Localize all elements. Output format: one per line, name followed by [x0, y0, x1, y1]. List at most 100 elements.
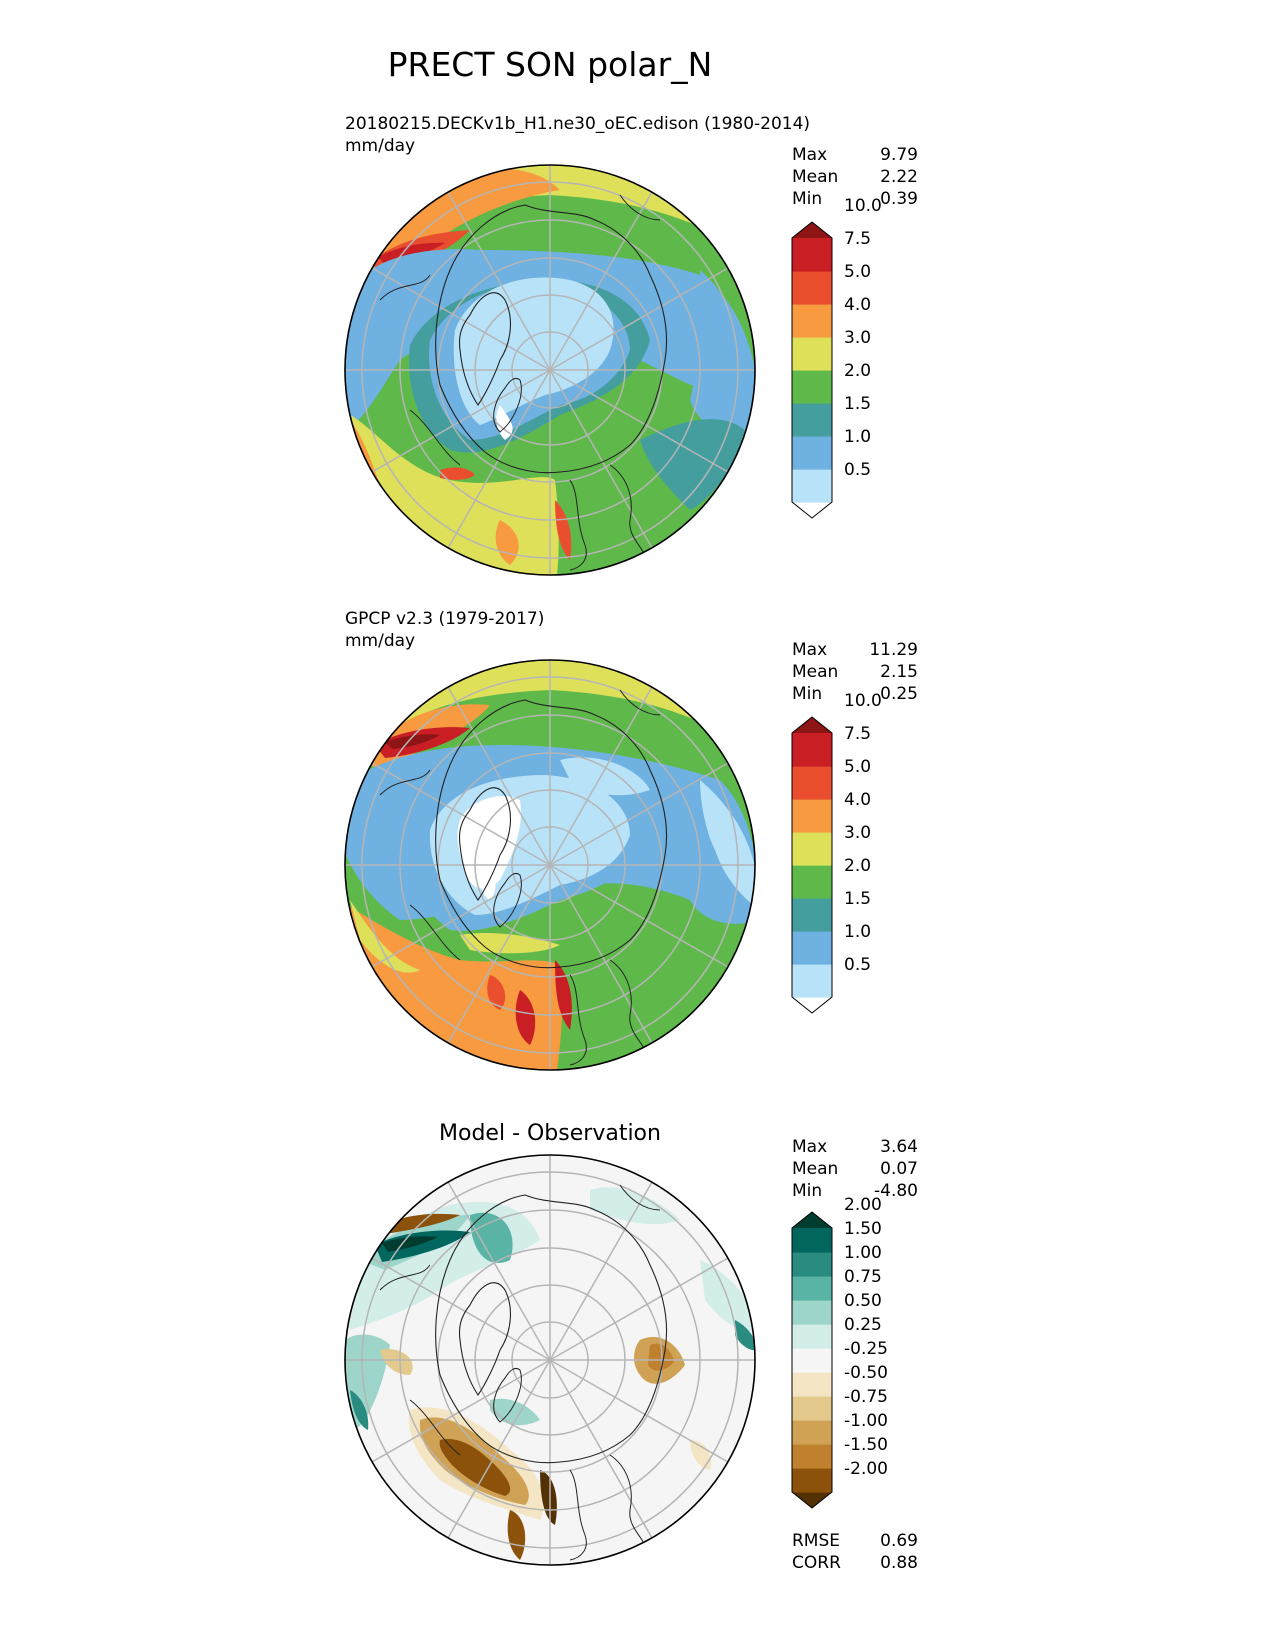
colorbar-tick-label: 5.0: [844, 262, 871, 282]
colorbar-swatch: [792, 1324, 832, 1349]
colorbar-swatch: [792, 733, 832, 767]
colorbar-tick-label: 1.00: [844, 1243, 882, 1263]
colorbar-swatch: [792, 469, 832, 503]
colorbar-tick-label: 0.5: [844, 955, 871, 975]
stat-label: Min: [792, 189, 822, 209]
colorbar-swatch: [792, 1396, 832, 1421]
colorbar-outline: [791, 1211, 833, 1509]
colorbar-swatch: [792, 1212, 832, 1228]
stat-label: Mean: [792, 662, 838, 682]
map-reference-boundary: [344, 659, 756, 1071]
colorbar-outline: [791, 221, 833, 519]
colorbar-swatch: [792, 502, 832, 518]
colorbar-tick-label: 0.25: [844, 1315, 882, 1335]
colorbar-swatch: [792, 403, 832, 437]
colorbar-tick-label: 4.0: [844, 790, 871, 810]
colorbar-swatch: [792, 832, 832, 866]
colorbar-swatch: [792, 1228, 832, 1253]
colorbar-swatch: [792, 964, 832, 998]
colorbar-test: 0.5 1.0 1.5 2.0 3.0 4.0 5.0 7.5 10.0: [791, 196, 882, 519]
panel-diff-title: Model - Observation: [439, 1121, 661, 1146]
colorbar-tick-label: -0.25: [844, 1339, 888, 1359]
stat-value: 2.22: [880, 167, 918, 187]
colorbar-tick-label: -0.75: [844, 1387, 888, 1407]
colorbar-swatch: [792, 222, 832, 238]
stat-label: Min: [792, 1181, 822, 1201]
stat-label: Mean: [792, 167, 838, 187]
colorbar-tick-label: 0.50: [844, 1291, 882, 1311]
colorbar-swatch: [792, 717, 832, 733]
stat-value: 2.15: [880, 662, 918, 682]
colorbar-tick-label: 2.0: [844, 361, 871, 381]
colorbar-tick-label: 10.0: [844, 691, 882, 711]
colorbar-swatch: [792, 1492, 832, 1508]
map-test-boundary: [344, 164, 756, 576]
colorbar-tick-label: 1.5: [844, 394, 871, 414]
colorbar-swatch: [792, 1420, 832, 1445]
stat-value: 0.69: [880, 1531, 918, 1551]
colorbar-tick-label: 4.0: [844, 295, 871, 315]
colorbar-tick-label: -0.50: [844, 1363, 888, 1383]
panel-reference-title: GPCP v2.3 (1979-2017): [345, 609, 544, 629]
colorbar-tick-label: 7.5: [844, 724, 871, 744]
colorbar-tick-label: -1.50: [844, 1435, 888, 1455]
map-test: [345, 165, 755, 575]
stat-value: 0.88: [880, 1553, 918, 1573]
panel-diff: Model - Observation: [344, 1121, 918, 1573]
map-diff: [345, 1155, 755, 1565]
stat-value: 9.79: [880, 145, 918, 165]
colorbar-swatch: [792, 766, 832, 800]
stat-value: -4.80: [874, 1181, 918, 1201]
colorbar-tick-label: 2.0: [844, 856, 871, 876]
stat-label: Max: [792, 145, 827, 165]
colorbar-tick-label: -2.00: [844, 1459, 888, 1479]
colorbar-swatch: [792, 1348, 832, 1373]
stat-label: Max: [792, 640, 827, 660]
colorbar-swatch: [792, 304, 832, 338]
colorbar-tick-label: 0.75: [844, 1267, 882, 1287]
stat-label: RMSE: [792, 1531, 840, 1551]
stat-value: 11.29: [869, 640, 918, 660]
stat-label: Mean: [792, 1159, 838, 1179]
figure-title: PRECT SON polar_N: [388, 45, 713, 84]
colorbar-reference: 0.5 1.0 1.5 2.0 3.0 4.0 5.0 7.5 10.0: [791, 691, 882, 1014]
colorbar-swatch: [792, 931, 832, 965]
stats-diff: Max 3.64 Mean 0.07 Min -4.80: [792, 1137, 918, 1201]
stats-test: Max 9.79 Mean 2.22 Min 0.39: [792, 145, 918, 209]
stat-label: CORR: [792, 1553, 841, 1573]
stat-value: 0.07: [880, 1159, 918, 1179]
panel-reference: GPCP v2.3 (1979-2017) mm/day: [344, 609, 918, 1071]
colorbar-swatch: [792, 1300, 832, 1325]
colorbar-swatch: [792, 370, 832, 404]
colorbar-swatch: [792, 337, 832, 371]
stat-value: 0.39: [880, 189, 918, 209]
colorbar-tick-label: 1.5: [844, 889, 871, 909]
stat-value: 3.64: [880, 1137, 918, 1157]
colorbar-tick-label: 1.0: [844, 427, 871, 447]
panel-test-title: 20180215.DECKv1b_H1.ne30_oEC.edison (198…: [345, 114, 810, 134]
colorbar-tick-label: -1.00: [844, 1411, 888, 1431]
panel-reference-units: mm/day: [345, 631, 415, 651]
colorbar-tick-label: 3.0: [844, 328, 871, 348]
colorbar-swatch: [792, 1252, 832, 1277]
colorbar-tick-label: 1.0: [844, 922, 871, 942]
stats-reference: Max 11.29 Mean 2.15 Min 0.25: [792, 640, 918, 704]
colorbar-tick-label: 2.00: [844, 1195, 882, 1215]
colorbar-outline: [791, 716, 833, 1014]
map-diff-boundary: [344, 1154, 756, 1566]
colorbar-swatch: [792, 271, 832, 305]
colorbar-swatch: [792, 1276, 832, 1301]
colorbar-tick-label: 5.0: [844, 757, 871, 777]
panel-test: 20180215.DECKv1b_H1.ne30_oEC.edison (198…: [344, 114, 918, 576]
colorbar-swatch: [792, 997, 832, 1013]
colorbar-swatch: [792, 865, 832, 899]
colorbar-swatch: [792, 1372, 832, 1397]
colorbar-tick-label: 1.50: [844, 1219, 882, 1239]
colorbar-swatch: [792, 238, 832, 272]
extra-stats-diff: RMSE 0.69 CORR 0.88: [792, 1531, 918, 1573]
stat-label: Max: [792, 1137, 827, 1157]
stat-label: Min: [792, 684, 822, 704]
colorbar-tick-label: 10.0: [844, 196, 882, 216]
colorbar-diff: -2.00 -1.50 -1.00 -0.75 -0.50 -0.25 0.25 0.50 0.…: [791, 1195, 888, 1509]
